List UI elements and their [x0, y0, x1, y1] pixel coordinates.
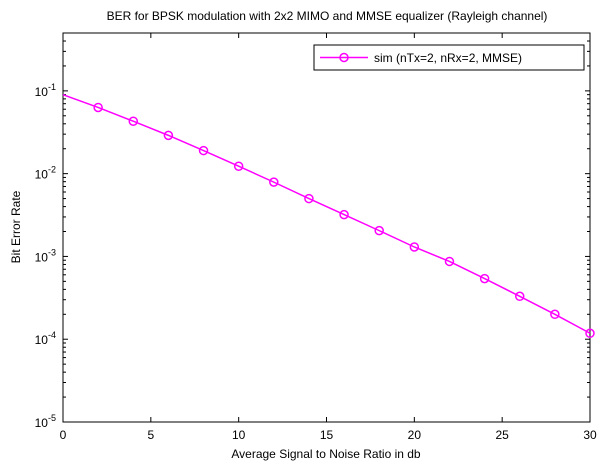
- y-tick-label-exponent: -3: [48, 247, 56, 257]
- y-tick-label: 10-2: [35, 165, 56, 182]
- series-layer: [62, 93, 595, 339]
- y-axis: 10-510-410-310-210-1: [35, 32, 590, 430]
- x-tick-label: 25: [495, 428, 509, 442]
- data-point: [339, 209, 349, 220]
- y-tick-label: 10-3: [35, 247, 56, 264]
- y-tick-label-base: 10: [35, 416, 49, 430]
- data-point: [550, 309, 560, 320]
- y-tick-label-exponent: -1: [48, 82, 56, 92]
- x-tick-label: 10: [232, 428, 246, 442]
- plot-area: [62, 32, 591, 423]
- x-tick-label: 20: [408, 428, 422, 442]
- x-axis: 0 5 10 15 20 25 30: [60, 33, 597, 442]
- y-tick-label: 10-1: [35, 82, 56, 99]
- y-tick-label: 10-5: [35, 413, 56, 430]
- x-tick-label: 5: [147, 428, 154, 442]
- x-tick-label: 0: [60, 428, 67, 442]
- x-tick-label: 15: [320, 428, 334, 442]
- data-point: [444, 256, 455, 267]
- y-tick-label-base: 10: [35, 250, 49, 264]
- data-point: [585, 328, 595, 339]
- legend-entry-label: sim (nTx=2, nRx=2, MMSE): [374, 51, 522, 65]
- data-point: [198, 145, 209, 156]
- data-point: [374, 225, 384, 236]
- legend: sim (nTx=2, nRx=2, MMSE): [313, 44, 585, 71]
- legend-marker-sample: [339, 52, 349, 63]
- x-tick-label: 30: [583, 428, 597, 442]
- chart-title: BER for BPSK modulation with 2x2 MIMO an…: [107, 9, 548, 23]
- data-point: [93, 102, 103, 113]
- data-point: [269, 177, 279, 187]
- series-line: [62, 93, 591, 334]
- data-point: [514, 291, 525, 302]
- y-axis-label: Bit Error Rate: [9, 190, 23, 263]
- data-point: [409, 242, 420, 252]
- data-point: [163, 130, 174, 141]
- y-tick-label: 10-4: [35, 330, 56, 347]
- data-point: [233, 161, 244, 171]
- y-tick-label-base: 10: [35, 85, 49, 99]
- y-tick-label-base: 10: [35, 168, 49, 182]
- y-tick-label-exponent: -2: [48, 165, 56, 175]
- y-tick-label-exponent: -4: [48, 330, 56, 340]
- data-point: [304, 193, 314, 204]
- data-point: [128, 116, 139, 126]
- x-axis-label: Average Signal to Noise Ratio in db: [231, 447, 421, 461]
- data-point: [479, 273, 490, 284]
- y-tick-label-exponent: -5: [48, 413, 56, 423]
- y-tick-label-base: 10: [35, 333, 49, 347]
